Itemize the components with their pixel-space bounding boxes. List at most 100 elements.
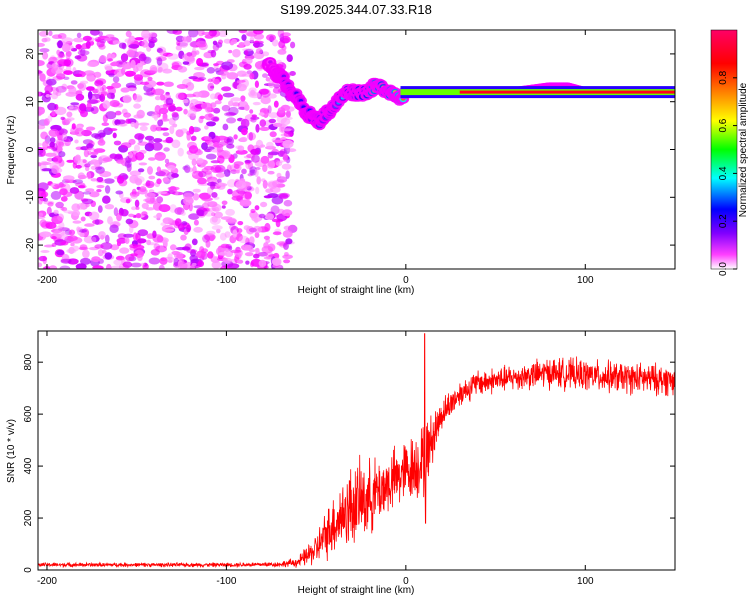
noise-blob — [216, 135, 228, 141]
noise-blob — [221, 205, 226, 209]
noise-blob — [48, 265, 58, 269]
noise-blob — [70, 80, 78, 85]
noise-blob — [91, 235, 100, 243]
y-tick-label: 10 — [25, 96, 36, 108]
noise-blob — [185, 35, 192, 43]
noise-blob — [184, 167, 194, 173]
noise-blob — [248, 227, 257, 233]
noise-blob — [233, 134, 238, 140]
snr-xlabel: Height of straight line (km) — [298, 585, 415, 596]
noise-blob — [263, 235, 270, 240]
noise-blob — [232, 229, 238, 238]
noise-blob — [42, 51, 49, 60]
noise-blob — [221, 61, 234, 70]
noise-blob — [278, 194, 289, 200]
spectrogram-xlabel: Height of straight line (km) — [298, 285, 415, 296]
noise-blob — [238, 30, 247, 34]
noise-blob — [104, 66, 113, 71]
noise-blob — [262, 73, 268, 78]
noise-blob — [267, 105, 272, 114]
noise-blob — [271, 39, 279, 47]
noise-blob — [201, 31, 213, 36]
noise-blob — [171, 250, 180, 256]
noise-blob — [38, 42, 45, 47]
noise-blob — [260, 88, 271, 98]
noise-blob — [188, 76, 198, 80]
noise-blob — [148, 257, 161, 265]
noise-blob — [128, 151, 133, 159]
noise-blob — [90, 30, 100, 36]
noise-blob — [182, 99, 189, 104]
noise-blob — [74, 190, 85, 200]
noise-blob — [100, 91, 108, 96]
noise-blob — [53, 229, 65, 238]
noise-blob — [79, 232, 85, 238]
noise-blob — [145, 180, 155, 189]
noise-blob — [129, 225, 134, 234]
noise-blob — [235, 149, 248, 155]
noise-blob — [267, 93, 277, 99]
noise-blob — [250, 208, 256, 214]
noise-blob — [115, 110, 122, 116]
noise-blob — [193, 219, 199, 226]
noise-blob — [241, 34, 247, 41]
noise-blob — [281, 163, 292, 170]
noise-blob — [104, 252, 113, 260]
noise-blob — [163, 147, 170, 152]
noise-blob — [148, 40, 155, 49]
noise-blob — [38, 255, 48, 262]
noise-blob — [97, 205, 103, 213]
noise-blob — [217, 178, 222, 184]
noise-blob — [155, 245, 168, 253]
noise-blob — [39, 48, 50, 53]
noise-blob — [220, 265, 230, 269]
noise-blob — [153, 138, 163, 143]
noise-blob — [241, 168, 247, 175]
noise-blob — [141, 40, 149, 48]
noise-blob — [92, 88, 99, 94]
noise-blob — [108, 73, 115, 78]
noise-blob — [206, 146, 215, 150]
noise-blob — [66, 159, 75, 163]
noise-blob — [215, 172, 226, 178]
noise-blob — [153, 215, 162, 219]
noise-blob — [266, 34, 276, 41]
noise-blob — [196, 58, 204, 66]
noise-blob — [237, 145, 245, 152]
noise-blob — [177, 261, 188, 269]
colorbar-tick-label: 0.8 — [718, 70, 729, 84]
snr-series-line — [38, 333, 675, 569]
noise-blob — [108, 40, 113, 45]
noise-blob — [254, 80, 259, 88]
noise-blob — [138, 53, 147, 62]
noise-blob — [38, 70, 43, 74]
noise-blob — [106, 263, 112, 269]
noise-blob — [139, 125, 148, 132]
noise-blob — [231, 38, 238, 45]
noise-blob — [94, 80, 104, 87]
noise-blob — [189, 102, 195, 111]
noise-blob — [40, 161, 52, 166]
noise-blob — [244, 104, 250, 111]
noise-blob — [38, 212, 44, 217]
noise-blob — [86, 86, 95, 91]
noise-blob — [83, 149, 89, 158]
noise-blob — [77, 83, 85, 89]
noise-blob — [68, 86, 77, 95]
noise-blob — [98, 231, 106, 240]
noise-blob — [80, 146, 89, 151]
noise-blob — [60, 258, 72, 264]
noise-blob — [211, 216, 218, 223]
noise-blob — [118, 42, 126, 49]
noise-blob — [99, 95, 104, 101]
noise-blob — [204, 125, 209, 130]
noise-blob — [153, 88, 165, 96]
noise-blob — [276, 176, 288, 183]
noise-blob — [109, 100, 120, 107]
noise-blob — [97, 139, 106, 146]
noise-blob — [57, 40, 63, 49]
noise-blob — [258, 213, 266, 219]
noise-blob — [44, 152, 57, 157]
